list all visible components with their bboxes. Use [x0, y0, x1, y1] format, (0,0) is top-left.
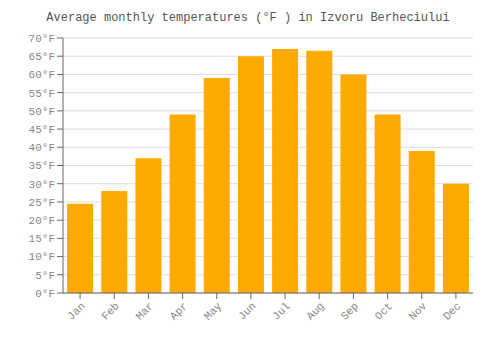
- svg-text:Feb: Feb: [99, 300, 121, 322]
- svg-text:Jan: Jan: [65, 300, 87, 322]
- svg-text:0°F: 0°F: [35, 288, 55, 300]
- svg-text:60°F: 60°F: [29, 69, 55, 81]
- svg-text:Nov: Nov: [407, 300, 430, 323]
- svg-text:Jul: Jul: [270, 300, 292, 322]
- svg-text:Jun: Jun: [236, 300, 258, 322]
- svg-text:25°F: 25°F: [29, 197, 55, 209]
- svg-text:5°F: 5°F: [35, 270, 55, 282]
- svg-text:10°F: 10°F: [29, 251, 55, 263]
- svg-text:45°F: 45°F: [29, 124, 55, 136]
- svg-text:Apr: Apr: [168, 300, 190, 322]
- svg-text:15°F: 15°F: [29, 233, 55, 245]
- svg-text:Sep: Sep: [339, 300, 361, 322]
- svg-text:Oct: Oct: [373, 300, 395, 322]
- svg-text:40°F: 40°F: [29, 142, 55, 154]
- svg-text:55°F: 55°F: [29, 88, 55, 100]
- svg-text:65°F: 65°F: [29, 51, 55, 63]
- svg-text:May: May: [202, 300, 225, 323]
- html-text:Average monthly temperatures (: Average monthly temperatures (°F ) in Iz…: [46, 11, 450, 25]
- svg-text:35°F: 35°F: [29, 160, 55, 172]
- svg-text:20°F: 20°F: [29, 215, 55, 227]
- svg-text:Mar: Mar: [134, 300, 156, 322]
- svg-text:30°F: 30°F: [29, 179, 55, 191]
- svg-text:50°F: 50°F: [29, 106, 55, 118]
- svg-text:Aug: Aug: [304, 300, 326, 322]
- svg-text:70°F: 70°F: [29, 33, 55, 45]
- svg-text:Dec: Dec: [441, 300, 463, 322]
